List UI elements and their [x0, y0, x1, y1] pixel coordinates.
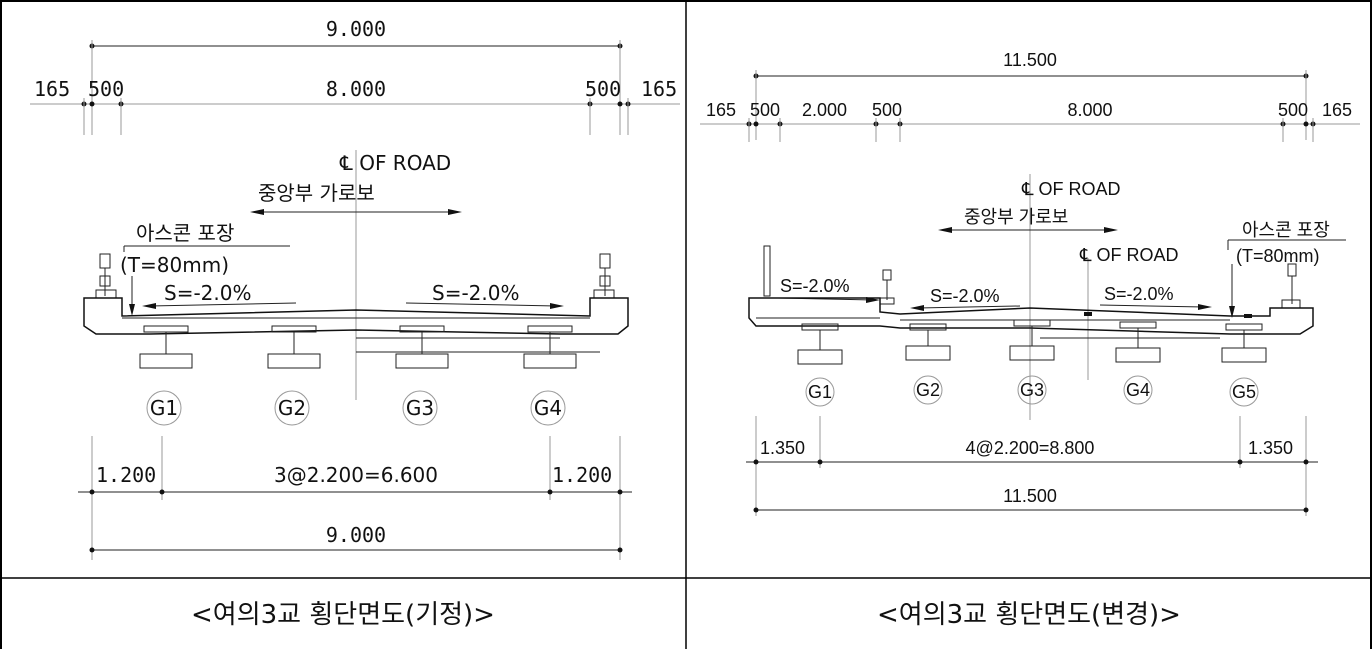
right-pavement-label: 아스콘 포장 [1242, 220, 1330, 240]
left-deck-slab [83, 297, 629, 353]
left-centerline-label: ℄ OF ROAD [339, 151, 451, 175]
right-centerline-top: ℄ OF ROAD [1021, 179, 1121, 199]
right-pavement-thickness: (T=80mm) [1236, 246, 1320, 266]
right-slope-3: S=-2.0% [1104, 284, 1174, 304]
right-bottom-right-dim: 1.350 [1248, 438, 1293, 458]
right-bottom-mid-dim: 4@2.200=8.800 [966, 438, 1095, 458]
right-top-total-dim: 11.500 [1003, 50, 1057, 70]
right-dim-8000: 8.000 [1067, 100, 1112, 120]
left-dim-165-left: 165 [34, 77, 70, 101]
right-dim-165-left: 165 [706, 100, 736, 120]
left-girder-g4-shape [523, 325, 577, 369]
right-slope-2: S=-2.0% [930, 286, 1000, 306]
left-dim-roadway: 8.000 [326, 77, 386, 101]
left-panel: 9.000 165 500 8.000 500 165 ℄ OF ROAD 중앙… [30, 17, 680, 630]
right-girder-label-3: G3 [1020, 380, 1044, 400]
left-pavement-label: 아스콘 포장 [136, 221, 234, 245]
right-light-pole [763, 245, 771, 297]
left-girder-label-2: G2 [278, 396, 306, 420]
right-girder-g3-shape [1009, 319, 1055, 361]
left-bottom-total-dim: 9.000 [326, 523, 386, 547]
left-girder-label-4: G4 [534, 396, 562, 420]
left-railing-right [593, 253, 615, 299]
right-dim-500-mid: 500 [872, 100, 902, 120]
left-slope-left: S=-2.0% [164, 281, 251, 305]
left-cross-beam-label: 중앙부 가로보 [258, 181, 375, 205]
right-girder-g1-shape [797, 323, 843, 365]
right-girder-label-1: G1 [808, 382, 832, 402]
right-cross-beam-label: 중앙부 가로보 [964, 207, 1068, 227]
right-slope-1: S=-2.0% [780, 276, 850, 296]
right-bottom-total-dim: 11.500 [1003, 486, 1057, 506]
right-dim-500-left: 500 [750, 100, 780, 120]
left-dim-165-right: 165 [641, 77, 677, 101]
right-girder-g5-shape [1221, 323, 1267, 363]
right-railing-right [1281, 263, 1301, 309]
left-girder-g2-shape [267, 325, 321, 369]
right-girder-label-4: G4 [1126, 380, 1150, 400]
right-railing-mid [879, 269, 895, 305]
right-girder-g2-shape [905, 323, 951, 361]
right-girder-label-2: G2 [916, 380, 940, 400]
left-pavement-thickness: (T=80mm) [120, 253, 229, 277]
left-bottom-right-dim: 1.200 [552, 463, 612, 487]
left-bottom-left-dim: 1.200 [96, 463, 156, 487]
right-dim-500-right: 500 [1278, 100, 1308, 120]
right-panel: 11.500 165 500 2.000 500 8.000 500 165 ℄… [700, 50, 1360, 630]
left-dim-500-left: 500 [88, 77, 124, 101]
right-caption: <여의3교 횡단면도(변경)> [877, 600, 1181, 630]
left-caption: <여의3교 횡단면도(기정)> [191, 600, 495, 630]
left-slope-right: S=-2.0% [432, 281, 519, 305]
left-girder-g1-shape [139, 325, 193, 369]
right-girder-label-5: G5 [1232, 382, 1256, 402]
left-bottom-mid-dim: 3@2.200=6.600 [274, 463, 438, 487]
left-top-total-dim: 9.000 [326, 17, 386, 41]
right-centerline-mid: ℄ OF ROAD [1079, 245, 1179, 265]
right-dim-2000: 2.000 [802, 100, 847, 120]
left-railing-left [95, 253, 117, 299]
left-dim-500-right: 500 [585, 77, 621, 101]
left-girder-g3-shape [395, 325, 449, 369]
right-dim-165-right: 165 [1322, 100, 1352, 120]
left-girder-label-3: G3 [406, 396, 434, 420]
left-girder-label-1: G1 [150, 396, 178, 420]
right-deck-slab [748, 297, 1314, 339]
right-bottom-left-dim: 1.350 [760, 438, 805, 458]
right-girder-g4-shape [1115, 321, 1161, 363]
